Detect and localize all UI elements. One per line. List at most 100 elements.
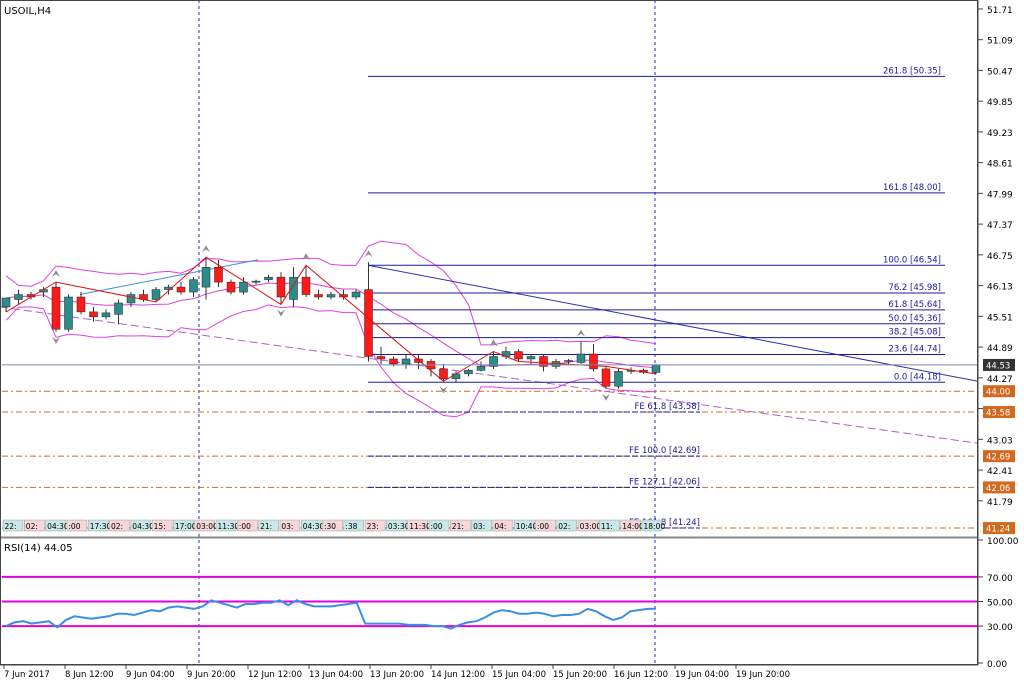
bear-candle <box>389 358 398 365</box>
fractal-up-marker <box>364 250 373 258</box>
session-tag-text: 04:30 <box>47 522 69 531</box>
session-tag <box>322 519 343 532</box>
fractal-up-marker <box>302 253 310 261</box>
session-tag-text: 02: <box>558 522 570 531</box>
bull-candle <box>101 312 111 318</box>
fractal-up-marker <box>489 339 498 347</box>
price-axis-ticks: 51.71 51.09 50.47 49.85 49.23 48.61 47.99 47.37… <box>978 6 1013 508</box>
bull-candle <box>164 286 173 290</box>
rsi-axis-ticks: 100.00 70.00 50.00 30.00 0.00 <box>978 537 1019 670</box>
fe-level-label: FE 100.0 [42.69] <box>629 446 700 456</box>
fibonacci-retracement[interactable]: 261.8 [50.35] 161.8 [48.00] 100.0 [46.54] 7… <box>368 66 945 383</box>
session-tag-text: :00 <box>68 522 80 531</box>
bull-candle <box>614 371 623 387</box>
session-tag-text: 14:00 <box>622 522 644 531</box>
rsi-tick-label: 0.00 <box>987 660 1007 670</box>
session-tag <box>237 519 258 532</box>
session-tag <box>535 519 556 532</box>
rsi-pane[interactable] <box>2 575 977 630</box>
bull-candle <box>289 276 298 300</box>
price-pane[interactable]: 261.8 [50.35] 161.8 [48.00] 100.0 [46.54] 7… <box>0 0 979 665</box>
symbol-label: USOIL,H4 <box>4 6 51 17</box>
bull-candle <box>451 373 461 380</box>
bull-candle <box>251 280 261 283</box>
session-tag <box>66 519 88 532</box>
price-tick-label: 49.85 <box>987 98 1013 108</box>
price-tick-label: 41.79 <box>987 498 1013 508</box>
uptrend-line <box>79 259 259 296</box>
price-tick-label: 50.47 <box>987 67 1013 77</box>
session-tag <box>173 519 194 532</box>
session-tag-text: 04:30 <box>303 522 325 531</box>
fib-level-label: 261.8 [50.35] <box>883 66 941 76</box>
session-tag-text: :30 <box>324 522 336 531</box>
bear-candle <box>589 353 598 370</box>
fractal-down-marker <box>439 386 448 394</box>
bull-candle <box>526 356 536 360</box>
session-tag <box>641 519 663 532</box>
fib-level-label: 0.0 [44.18] <box>894 372 941 382</box>
price-level-tag <box>983 406 1015 419</box>
grid-lines <box>2 0 977 665</box>
price-tick-label: 51.09 <box>987 37 1013 47</box>
price-tick-label: 46.13 <box>987 283 1013 293</box>
session-tag <box>87 519 109 532</box>
session-tag <box>194 519 215 532</box>
bear-candle <box>601 368 611 387</box>
session-tag-text: 11:30 <box>409 522 431 531</box>
time-tick-label: 16 Jun 12:00 <box>614 670 668 680</box>
session-tag-text: 03: <box>281 522 293 531</box>
price-tick-label: 43.03 <box>987 436 1013 446</box>
session-tag-text: 21: <box>452 522 464 531</box>
bull-candle <box>14 294 23 300</box>
price-tick-label: 46.75 <box>987 252 1013 262</box>
session-tag-text: 11: <box>601 522 613 531</box>
session-tag-text: 23: <box>367 522 379 531</box>
session-tag <box>556 519 578 532</box>
time-tick-label: 15 Jun 20:00 <box>553 670 607 680</box>
session-tag-text: :00 <box>239 522 251 531</box>
fib-level-label: 23.6 [44.74] <box>888 345 941 355</box>
session-tag-text: 02: <box>111 522 123 531</box>
time-axis-ticks: 7 Jun 2017 8 Jun 12:00 9 Jun 04:00 9 Jun 20… <box>3 665 790 680</box>
session-tag <box>364 519 386 532</box>
bull-candle <box>326 294 336 298</box>
session-tag <box>24 519 45 532</box>
session-tag-text: 03: <box>473 522 485 531</box>
session-tag-text: 15: <box>154 522 166 531</box>
bull-candle <box>489 356 498 367</box>
price-level-tag <box>983 522 1015 535</box>
time-tick-label: 14 Jun 12:00 <box>431 670 485 680</box>
session-tag <box>300 519 322 532</box>
fractal-down-marker <box>277 309 285 317</box>
session-tag <box>450 519 471 532</box>
fractal-up-marker <box>52 270 60 278</box>
bear-candle <box>276 276 286 298</box>
session-tag-text: 02: <box>26 522 38 531</box>
price-level-tag-text: 42.06 <box>986 484 1010 494</box>
bull-candle <box>201 267 211 288</box>
price-level-tag-text: 44.00 <box>986 388 1010 398</box>
bull-candle <box>564 360 573 362</box>
session-tag-text: 11:30 <box>218 522 240 531</box>
time-tick-label: 9 Jun 20:00 <box>187 670 236 680</box>
price-tick-label: 51.71 <box>987 6 1013 16</box>
session-tag-text: 17:00 <box>175 522 197 531</box>
bear-candle <box>89 311 98 318</box>
session-tag <box>343 519 365 532</box>
bear-candle <box>76 296 86 313</box>
session-tag <box>577 519 599 532</box>
zigzag-indicator <box>5 256 657 382</box>
time-tick-label: 19 Jun 04:00 <box>675 670 729 680</box>
session-tag-text: 17:30 <box>90 522 112 531</box>
current-price-tag-text: 44.53 <box>986 361 1010 371</box>
bull-candle <box>576 353 586 363</box>
session-tag-text: 03:00 <box>196 522 218 531</box>
session-tag <box>620 519 641 532</box>
fe-level-label: FE 161.8 [41.24] <box>629 518 700 528</box>
session-tag-text: 21: <box>260 522 272 531</box>
chart-frame <box>0 0 978 665</box>
session-tag-text: :38 <box>345 522 357 531</box>
session-tag-text: :00 <box>431 522 443 531</box>
price-level-tags: 44.00 43.58 42.69 42.06 41.24 44.53 <box>983 358 1015 535</box>
